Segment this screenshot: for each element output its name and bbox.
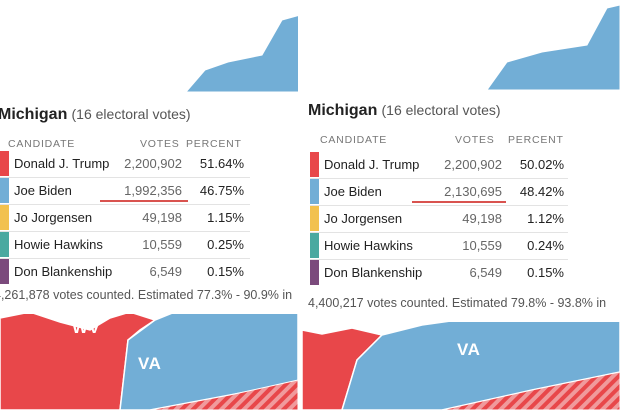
candidate-votes: 6,549	[469, 265, 502, 280]
candidate-percent: 48.42%	[519, 184, 564, 199]
north-carolina-shape	[149, 379, 298, 410]
table-row: Howie Hawkins 10,559 0.24%	[310, 232, 568, 260]
votes-counted-footer: 4,400,217 votes counted. Estimated 79.8%…	[308, 296, 607, 310]
table-row: Don Blankenship 6,549 0.15%	[0, 258, 250, 285]
left-screenshot-panel: WV VA Michigan (16 electoral votes) CAND…	[0, 0, 298, 410]
table-row: Howie Hawkins 10,559 0.25%	[0, 231, 250, 259]
table-row: Donald J. Trump 2,200,902 51.64%	[0, 150, 250, 178]
northeast-state-shape	[184, 15, 298, 93]
candidate-votes: 49,198	[462, 211, 502, 226]
candidate-votes: 10,559	[462, 238, 502, 253]
candidate-name: Jo Jorgensen	[14, 210, 93, 225]
candidate-percent: 1.12%	[527, 211, 564, 226]
candidate-votes: 10,559	[142, 237, 182, 252]
highlight-underline	[412, 201, 506, 203]
west-virginia-shape	[0, 311, 157, 410]
candidate-name: Donald J. Trump	[14, 156, 110, 171]
table-row: Joe Biden 1,992,356 46.75%	[0, 177, 250, 205]
state-name: Michigan	[308, 102, 378, 119]
electoral-votes: (16 electoral votes)	[381, 102, 501, 118]
candidate-name: Joe Biden	[324, 184, 382, 199]
state-name: Michigan	[0, 106, 68, 123]
votes-counted-footer: 4,261,878 votes counted. Estimated 77.3%…	[0, 288, 293, 302]
candidate-name: Joe Biden	[14, 183, 72, 198]
header-candidate: CANDIDATE	[8, 138, 76, 150]
party-swatch-other	[0, 259, 9, 284]
results-card: Michigan (16 electoral votes) CANDIDATE …	[0, 96, 298, 314]
table-row: Jo Jorgensen 49,198 1.15%	[0, 204, 250, 232]
north-carolina-shape	[441, 371, 620, 410]
candidate-percent: 51.64%	[199, 156, 244, 171]
candidate-percent: 0.25%	[207, 237, 244, 252]
candidate-name: Don Blankenship	[14, 264, 113, 279]
party-swatch-libertarian	[0, 205, 9, 230]
party-swatch-other	[310, 260, 319, 285]
candidate-name: Jo Jorgensen	[324, 211, 403, 226]
party-swatch-democrat	[310, 179, 319, 204]
candidate-percent: 0.24%	[527, 238, 564, 253]
party-swatch-republican	[310, 152, 319, 177]
highlight-underline	[100, 200, 188, 202]
map-label-wv: WV	[72, 318, 101, 337]
header-votes: VOTES	[455, 134, 495, 146]
right-screenshot-panel: VA Michigan (16 electoral votes) CANDIDA…	[302, 0, 620, 410]
results-card: Michigan (16 electoral votes) CANDIDATE …	[302, 94, 620, 322]
map-label-va: VA	[138, 354, 162, 373]
header-candidate: CANDIDATE	[320, 134, 388, 146]
candidate-votes: 1,992,356	[124, 183, 182, 198]
candidate-votes: 2,200,902	[124, 156, 182, 171]
table-row: Donald J. Trump 2,200,902 50.02%	[310, 151, 568, 179]
candidate-percent: 50.02%	[519, 157, 564, 172]
table-row: Don Blankenship 6,549 0.15%	[310, 259, 568, 286]
candidate-votes: 6,549	[149, 264, 182, 279]
electoral-votes: (16 electoral votes)	[71, 106, 191, 122]
candidate-percent: 1.15%	[207, 210, 244, 225]
candidate-percent: 0.15%	[527, 265, 564, 280]
state-title: Michigan (16 electoral votes)	[0, 106, 191, 124]
party-swatch-democrat	[0, 178, 9, 203]
candidate-name: Howie Hawkins	[14, 237, 103, 252]
header-votes: VOTES	[140, 138, 180, 150]
header-percent: PERCENT	[508, 134, 564, 146]
party-swatch-libertarian	[310, 206, 319, 231]
header-percent: PERCENT	[186, 138, 242, 150]
map-background	[302, 4, 620, 410]
panel-divider	[298, 0, 302, 410]
candidate-percent: 46.75%	[199, 183, 244, 198]
northeast-state-shape	[486, 4, 620, 91]
candidate-name: Donald J. Trump	[324, 157, 420, 172]
table-row: Jo Jorgensen 49,198 1.12%	[310, 205, 568, 233]
candidate-name: Howie Hawkins	[324, 238, 413, 253]
candidate-votes: 2,200,902	[444, 157, 502, 172]
candidate-votes: 49,198	[142, 210, 182, 225]
map-label-va: VA	[457, 340, 481, 359]
candidate-votes: 2,130,695	[444, 184, 502, 199]
candidate-percent: 0.15%	[207, 264, 244, 279]
party-swatch-green	[310, 233, 319, 258]
candidate-name: Don Blankenship	[324, 265, 423, 280]
table-row: Joe Biden 2,130,695 48.42%	[310, 178, 568, 206]
party-swatch-green	[0, 232, 9, 257]
map-background	[0, 15, 298, 410]
state-title: Michigan (16 electoral votes)	[308, 102, 501, 120]
party-swatch-republican	[0, 151, 9, 176]
